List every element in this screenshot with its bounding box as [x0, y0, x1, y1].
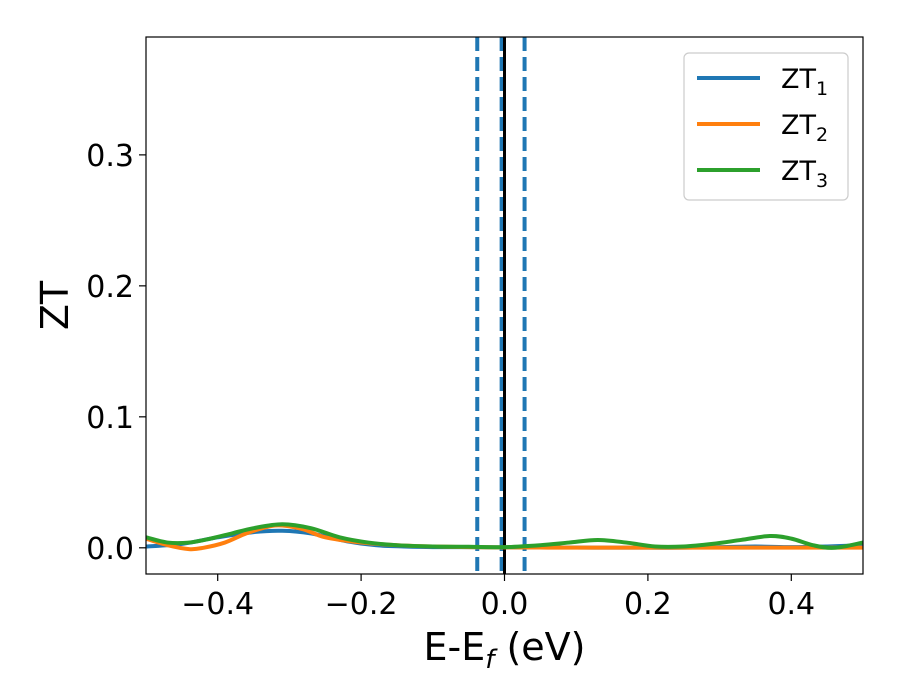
y-tick-label: 0.3: [86, 139, 134, 174]
legend-label-2: ZT2: [781, 110, 828, 146]
legend-box: [683, 52, 849, 201]
fermi-window-lines: [475, 37, 527, 574]
x-axis-label-unit: (eV): [494, 625, 585, 669]
y-tick-label: 0.0: [86, 532, 134, 567]
x-axis-label-main: E-E: [424, 625, 486, 669]
legend: ZT1 ZT2 ZT3: [683, 52, 849, 201]
series-line-3: [146, 522, 863, 550]
y-tick-label: 0.1: [86, 401, 134, 436]
x-tick-label: −0.2: [325, 587, 398, 622]
legend-label-3: ZT3: [781, 156, 828, 192]
legend-label-1: ZT1: [781, 64, 828, 100]
y-axis-ticks: 0.0 0.1 0.2 0.3: [86, 139, 146, 567]
x-tick-label: 0.0: [481, 587, 529, 622]
y-axis-label: ZT: [33, 280, 77, 330]
x-tick-label: −0.4: [181, 587, 254, 622]
series-lines: [146, 522, 863, 552]
x-axis-label: E-Ef (eV): [424, 625, 586, 675]
x-tick-label: 0.2: [624, 587, 672, 622]
x-tick-label: 0.4: [767, 587, 815, 622]
y-tick-label: 0.2: [86, 270, 134, 305]
x-axis-ticks: −0.4 −0.2 0.0 0.2 0.4: [181, 574, 815, 622]
